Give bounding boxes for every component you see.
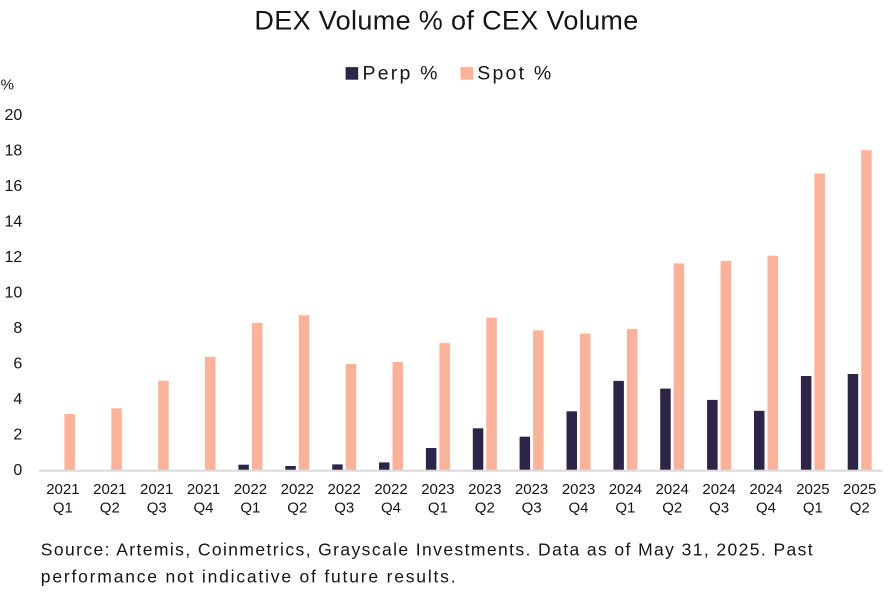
svg-text:2022: 2022 [328, 481, 361, 498]
svg-text:4: 4 [13, 391, 22, 408]
svg-text:8: 8 [13, 320, 22, 337]
svg-text:Q3: Q3 [147, 500, 167, 517]
svg-text:20: 20 [5, 107, 23, 124]
svg-text:0: 0 [13, 462, 22, 479]
svg-text:Q4: Q4 [756, 500, 776, 517]
svg-text:2021: 2021 [187, 481, 220, 498]
svg-text:Q4: Q4 [381, 500, 401, 517]
svg-text:10: 10 [5, 285, 23, 302]
svg-text:Q2: Q2 [100, 500, 120, 517]
svg-text:Q4: Q4 [568, 500, 588, 517]
svg-text:Source: Artemis, Coinmetrics,: Source: Artemis, Coinmetrics, Grayscale … [41, 540, 814, 560]
svg-text:2023: 2023 [421, 481, 454, 498]
svg-text:6: 6 [13, 356, 22, 373]
svg-text:Q1: Q1 [428, 500, 448, 517]
svg-text:%: % [1, 76, 14, 93]
svg-text:2: 2 [13, 427, 22, 444]
svg-text:12: 12 [5, 249, 23, 266]
svg-text:Q1: Q1 [240, 500, 260, 517]
svg-text:DEX Volume % of CEX Volume: DEX Volume % of CEX Volume [254, 5, 638, 35]
svg-text:Q2: Q2 [850, 500, 870, 517]
svg-text:Q3: Q3 [334, 500, 354, 517]
svg-text:2022: 2022 [281, 481, 314, 498]
svg-text:2024: 2024 [609, 481, 642, 498]
svg-text:2021: 2021 [46, 481, 79, 498]
svg-text:2024: 2024 [749, 481, 782, 498]
svg-text:2021: 2021 [140, 481, 173, 498]
svg-text:performance not indicative of: performance not indicative of future res… [41, 567, 458, 587]
svg-text:14: 14 [5, 214, 23, 231]
svg-text:Q2: Q2 [662, 500, 682, 517]
svg-text:Q1: Q1 [615, 500, 635, 517]
svg-text:2022: 2022 [374, 481, 407, 498]
svg-text:2023: 2023 [562, 481, 595, 498]
svg-text:Q1: Q1 [53, 500, 73, 517]
svg-text:2022: 2022 [234, 481, 267, 498]
svg-text:Spot %: Spot % [477, 63, 553, 85]
svg-text:Q2: Q2 [287, 500, 307, 517]
svg-text:2025: 2025 [843, 481, 876, 498]
svg-text:2023: 2023 [515, 481, 548, 498]
svg-text:2023: 2023 [468, 481, 501, 498]
svg-text:18: 18 [5, 143, 23, 160]
svg-text:Q3: Q3 [709, 500, 729, 517]
svg-text:Q1: Q1 [803, 500, 823, 517]
svg-text:2024: 2024 [656, 481, 689, 498]
svg-text:Q3: Q3 [522, 500, 542, 517]
svg-text:2021: 2021 [93, 481, 126, 498]
svg-text:Perp %: Perp % [363, 63, 440, 85]
svg-text:Q2: Q2 [475, 500, 495, 517]
svg-text:16: 16 [5, 178, 23, 195]
svg-text:Q4: Q4 [193, 500, 213, 517]
svg-text:2024: 2024 [702, 481, 735, 498]
svg-text:2025: 2025 [796, 481, 829, 498]
